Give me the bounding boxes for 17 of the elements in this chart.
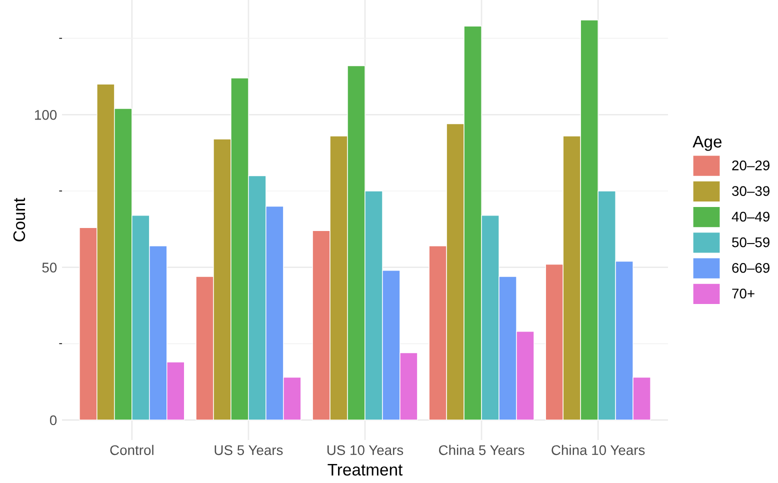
x-axis-title: Treatment [328,464,403,476]
x-tick-label: US 10 Years [327,445,404,456]
x-tick-label: US 5 Years [214,445,283,456]
x-tick-label: Control [110,444,154,456]
y-tick-label: 100 [35,110,57,120]
y-tick-label: 0 [50,415,57,426]
x-tick-label: China 10 Years [552,444,645,456]
legend-label: 20–29 [732,160,770,170]
legend-label: 40–49 [732,212,770,222]
legend-label: 60–69 [732,263,770,273]
x-tick-label: China 5 Years [438,444,524,456]
legend-label: 50–59 [732,237,770,248]
legend-label: 30–39 [732,186,770,196]
legend-label: 70+ [732,288,754,298]
y-tick-label: 50 [42,262,57,272]
y-axis-title: Count [13,198,26,242]
legend-title: Age [692,136,722,151]
